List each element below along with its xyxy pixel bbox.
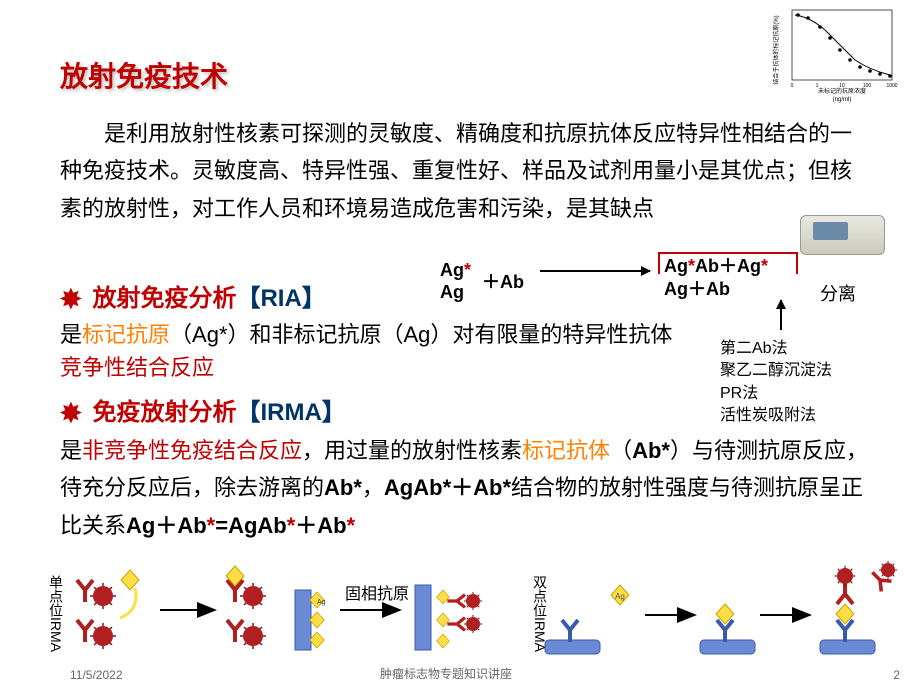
- irma-p3: ，用过量的放射性核素: [302, 438, 522, 463]
- svg-text:Ag: Ag: [615, 592, 625, 601]
- irma-e2: =AgAb: [215, 513, 287, 538]
- bullet-icon: ✸: [60, 284, 82, 314]
- chart-xunit: (ng/ml): [833, 97, 852, 103]
- svg-text:1000: 1000: [886, 83, 897, 89]
- main-title: 放射免疫技术: [60, 55, 228, 95]
- ria-head-red: 放射免疫分析: [92, 285, 236, 312]
- bullet-icon: ✸: [60, 398, 82, 428]
- irma-e3: ＋Ab: [295, 513, 346, 538]
- eq-r1a: Ag: [664, 256, 688, 276]
- irma-description: 是非竞争性免疫结合反应，用过量的放射性核素标记抗体（Ab*）与待测抗原反应，待充…: [60, 432, 880, 544]
- ria-orange: 标记抗原: [82, 322, 170, 347]
- irma-s3: *: [347, 513, 356, 538]
- svg-text:10: 10: [839, 83, 845, 89]
- svg-text:Ag: Ag: [317, 599, 326, 606]
- irma-head-red: 免疫放射分析: [92, 399, 236, 426]
- ria-heading: ✸ 放射免疫分析【RIA】: [60, 278, 326, 315]
- centrifuge-image: [800, 215, 890, 270]
- reaction-arrow: [540, 270, 650, 272]
- eq-ag2: Ag: [440, 282, 471, 304]
- ria-head-navy: 【RIA】: [236, 285, 325, 312]
- eq-r1b: Ab＋Ag: [695, 256, 761, 276]
- irma-heading: ✸ 免疫放射分析【IRMA】: [60, 392, 346, 429]
- solid-phase-label: 固相抗原: [345, 580, 409, 604]
- intro-paragraph: 是利用放射性核素可探测的灵敏度、精确度和抗原抗体反应特异性相结合的一种免疫技术。…: [60, 115, 860, 227]
- svg-text:0: 0: [791, 83, 794, 89]
- irma-s2: *: [287, 513, 296, 538]
- eq-plus-ab: ＋Ab: [482, 268, 524, 294]
- method-3: PR法: [720, 383, 832, 405]
- eq-star: *: [464, 260, 471, 280]
- irma-s1: *: [207, 513, 216, 538]
- method-1: 第二Ab法: [720, 338, 832, 360]
- equation-right: Ag*Ab＋Ag* Ag＋Ab: [664, 255, 768, 302]
- method-4: 活性炭吸附法: [720, 405, 832, 427]
- method-2: 聚乙二醇沉淀法: [720, 360, 832, 382]
- irma-head-navy: 【IRMA】: [236, 399, 345, 426]
- irma-p2: 非竞争性免疫结合反应: [82, 438, 302, 463]
- irma-diagram: 单点位IRMA 双点位IRMA 固相抗原: [40, 560, 900, 680]
- separation-methods: 第二Ab法 聚乙二醇沉淀法 PR法 活性炭吸附法: [720, 338, 832, 428]
- eq-ag: Ag: [440, 260, 464, 280]
- single-site-label: 单点位IRMA: [46, 575, 66, 652]
- svg-text:1: 1: [816, 83, 819, 89]
- footer-title: 肿瘤标志物专题知识讲座: [380, 665, 512, 682]
- irma-p1: 是: [60, 438, 82, 463]
- diagram-svg: Ag Ag: [40, 560, 900, 670]
- footer-date: 11/5/2022: [70, 668, 123, 682]
- svg-text:100: 100: [863, 83, 872, 89]
- separation-arrow: [780, 300, 782, 330]
- dose-response-chart: 结合于抗体的标记抗原(%) 未标记的抗原浓度 (ng/ml) 0 1 10 10…: [770, 5, 900, 105]
- separation-label: 分离: [820, 280, 856, 306]
- ria-pre: 是: [60, 322, 82, 347]
- eq-r1s: *: [688, 256, 695, 276]
- eq-r2: Ag＋Ab: [664, 278, 768, 301]
- ria-mid: （Ag*）和非标记抗原（Ag）对有限量的特异性抗体: [170, 322, 672, 347]
- eq-r1s2: *: [761, 256, 768, 276]
- double-site-label: 双点位IRMA: [530, 575, 550, 652]
- footer-page: 2: [893, 668, 900, 682]
- ria-red: 竞争性结合反应: [60, 355, 214, 380]
- ria-description: 是标记抗原（Ag*）和非标记抗原（Ag）对有限量的特异性抗体竞争性结合反应: [60, 318, 680, 384]
- chart-ylabel: 结合于抗体的标记抗原(%): [772, 15, 780, 84]
- irma-p4: 标记抗体: [522, 438, 610, 463]
- equation-left: Ag* Ag: [440, 260, 471, 303]
